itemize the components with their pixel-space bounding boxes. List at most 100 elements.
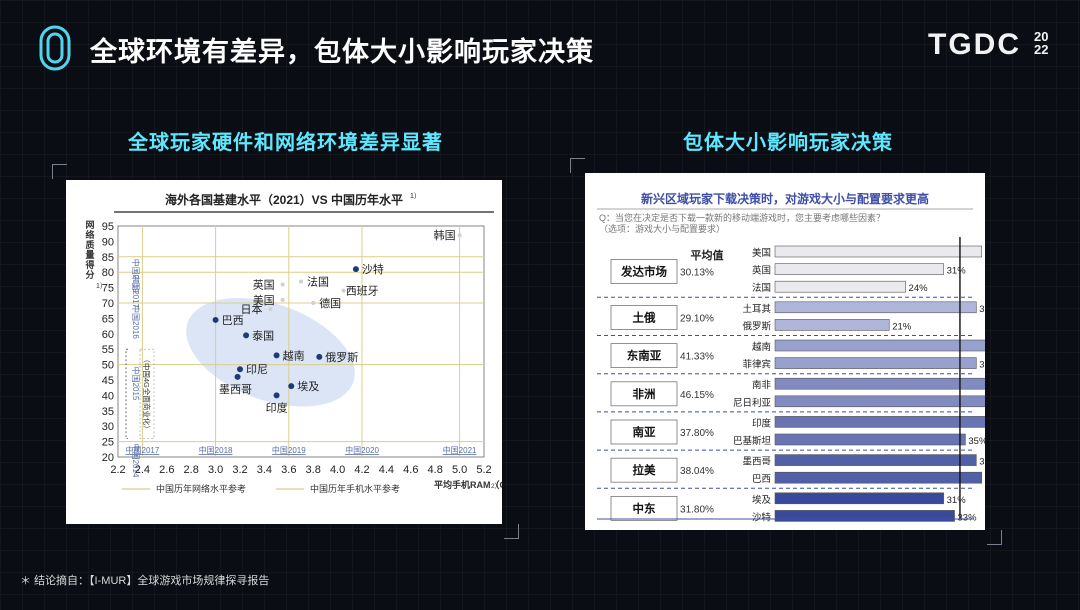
region-average: 38.04%	[680, 466, 714, 477]
country-bar	[774, 263, 944, 275]
x-tick-label: 4.0	[330, 464, 345, 476]
region-name: 非洲	[633, 387, 656, 401]
country-value-label: 33%	[958, 512, 978, 523]
country-label: 尼日利亚	[733, 397, 772, 409]
y-tick-label: 80	[102, 267, 114, 279]
y-tick-label: 60	[102, 329, 114, 341]
country-label: 巴西	[752, 474, 771, 485]
data-point	[237, 366, 243, 373]
data-point-label: 印度	[266, 400, 288, 414]
survey-option-note: （选项：游戏大小与配置要求）	[599, 223, 725, 234]
country-label: 英国	[752, 265, 771, 277]
data-point	[280, 297, 285, 302]
country-bar	[774, 395, 1042, 408]
x-tick-label: 4.4	[379, 464, 394, 476]
data-point	[316, 353, 323, 360]
country-bar	[774, 454, 977, 466]
region-box	[610, 259, 678, 284]
region-name: 东南亚	[627, 349, 662, 363]
x-tick-label: 2.2	[110, 464, 125, 476]
country-bar	[774, 377, 1015, 390]
data-point-label: 韩国	[434, 228, 456, 242]
country-value-label: 31%	[947, 266, 967, 277]
data-point-label: 沙特	[362, 262, 384, 276]
x-tick-label: 4.6	[403, 464, 418, 476]
data-point-label: 美国	[253, 294, 275, 307]
phone-reference-label: 中国2019	[272, 445, 306, 455]
region-box	[610, 419, 678, 445]
region-average: 29.10%	[680, 313, 714, 324]
country-value-label: 21%	[892, 321, 912, 332]
country-label: 越南	[752, 341, 771, 353]
x-tick-label: 5.0	[452, 464, 467, 476]
scatter-title-sup: 1）	[410, 192, 421, 200]
country-value-label: 37%	[979, 304, 985, 315]
data-point	[268, 307, 273, 312]
country-value-label: 31%	[947, 495, 967, 506]
x-tick-label: 5.2	[476, 464, 491, 476]
country-label: 美国	[752, 247, 771, 259]
y-tick-label: 25	[102, 437, 114, 449]
country-bar	[774, 433, 966, 446]
brand-year: 20 22	[1034, 30, 1048, 56]
y-tick-label: 85	[102, 252, 114, 264]
phone-reference-label: 中国2020	[345, 445, 379, 455]
country-bar	[774, 510, 955, 522]
bar-chart-panel: 新兴区域玩家下载决策时，对游戏大小与配置要求更高 Q：当您在决定是否下载一款新的移…	[585, 173, 1064, 530]
footnote: ＊ 结论摘自：【I-MUR】全球游戏市场规律探寻报告	[20, 575, 270, 587]
country-label: 法国	[752, 282, 771, 294]
right-section-heading: 包体大小影响玩家决策	[683, 132, 893, 154]
y-axis-label-char: 网	[85, 220, 94, 230]
scatter-title: 海外各国基建水平（2021）VS 中国历年水平	[165, 192, 403, 207]
x-tick-label: 3.6	[281, 464, 296, 476]
data-point-label: 越南	[283, 348, 305, 362]
y-tick-label: 75	[102, 283, 114, 295]
data-point	[273, 392, 280, 399]
data-point-label: 巴西	[222, 315, 244, 327]
data-point	[243, 332, 250, 339]
network-reference-label: 中国2017	[131, 274, 141, 308]
frame-corner	[570, 158, 585, 173]
y-tick-label: 70	[102, 298, 114, 310]
data-point-label: 日本	[241, 302, 263, 316]
y-axis-label-char: 质	[85, 239, 94, 250]
bracket-box	[139, 348, 155, 439]
x-tick-label: 3.2	[232, 464, 247, 476]
country-label: 墨西哥	[742, 457, 771, 468]
y-tick-label: 90	[102, 236, 114, 248]
avg-header: 平均值	[691, 248, 724, 262]
data-point	[457, 233, 462, 238]
region-average: 31.80%	[680, 504, 714, 515]
network-reference-label: 中国2015	[131, 367, 141, 401]
data-point	[288, 383, 295, 390]
scatter-chart-panel: 海外各国基建水平（2021）VS 中国历年水平 1） 中国2017 中国2018 中国2…	[66, 180, 521, 524]
data-point	[341, 288, 346, 293]
country-value-label: 24%	[909, 283, 929, 294]
data-point	[352, 266, 359, 273]
country-bar	[774, 416, 999, 428]
region-name: 发达市场	[620, 264, 667, 278]
bar-chart: 新兴区域玩家下载决策时，对游戏大小与配置要求更高 Q：当您在决定是否下载一款新的移…	[597, 191, 1064, 523]
y-tick-label: 65	[102, 313, 114, 325]
data-point-label: 法国	[307, 274, 329, 288]
x-axis-label-sup: 2）	[491, 482, 501, 490]
x-tick-label: 2.4	[135, 464, 150, 476]
data-point-label: 墨西哥	[219, 383, 252, 396]
bracket-annotation: （中国4G全面商业化）	[142, 355, 152, 433]
country-label: 南非	[752, 379, 772, 391]
x-tick-label: 4.8	[428, 464, 443, 476]
phone-reference-label: 中国2018	[199, 445, 233, 455]
region-box	[610, 495, 678, 521]
y-tick-label: 40	[102, 390, 114, 402]
y-axis-label-char: 量	[85, 249, 94, 260]
data-point	[311, 301, 316, 305]
region-box	[610, 343, 678, 369]
brand-logo-text: TGDC	[928, 28, 1021, 61]
frame-corner	[504, 524, 519, 539]
y-tick-label: 35	[102, 406, 114, 418]
data-point-label: 德国	[319, 296, 341, 310]
legend-phone-label: 中国历年手机水平参考	[310, 483, 400, 494]
data-point-label: 英国	[253, 278, 275, 292]
x-tick-label: 3.0	[208, 464, 223, 476]
y-tick-label: 45	[102, 375, 114, 387]
